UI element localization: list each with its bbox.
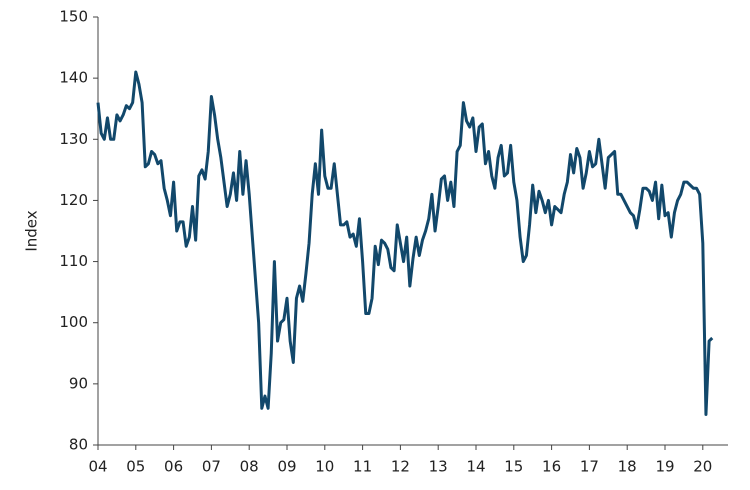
y-tick-label: 120 [59,191,88,209]
y-tick-label: 110 [59,252,88,270]
x-tick-label: 08 [240,458,259,476]
x-tick-label: 17 [580,458,599,476]
y-tick-label: 100 [59,313,88,331]
x-tick-label: 09 [277,458,296,476]
x-tick-label: 16 [542,458,561,476]
x-tick-label: 11 [353,458,372,476]
x-tick-label: 20 [693,458,712,476]
x-tick-label: 04 [88,458,107,476]
y-tick-label: 80 [69,436,88,454]
x-tick-label: 13 [429,458,448,476]
y-tick-label: 150 [59,8,88,26]
x-tick-label: 10 [315,458,334,476]
x-tick-label: 14 [466,458,485,476]
y-tick-label: 90 [69,374,88,392]
x-tick-label: 15 [504,458,523,476]
x-tick-label: 12 [391,458,410,476]
y-axis-label: Index [23,210,41,251]
x-tick-label: 05 [126,458,145,476]
x-tick-label: 19 [655,458,674,476]
y-tick-label: 140 [59,69,88,87]
x-tick-label: 18 [618,458,637,476]
y-tick-label: 130 [59,130,88,148]
x-tick-label: 07 [202,458,221,476]
data-line [96,70,714,416]
x-tick-label: 06 [164,458,183,476]
